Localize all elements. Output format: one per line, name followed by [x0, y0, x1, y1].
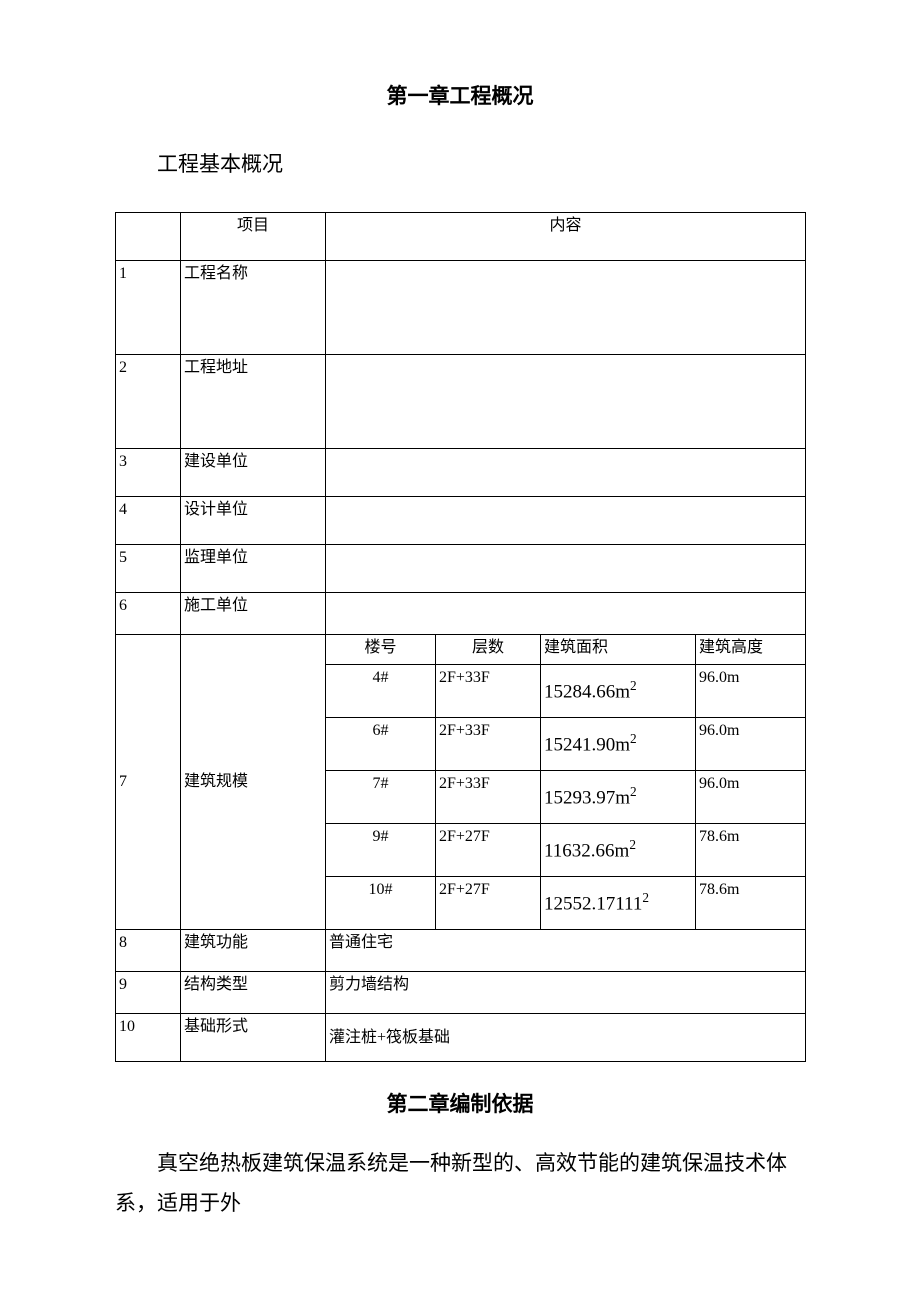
row-idx: 2: [116, 355, 181, 449]
area-value: 15241.90m: [544, 734, 630, 755]
scale-area: 15293.97m2: [541, 771, 696, 824]
table-row: 5 监理单位: [116, 545, 806, 593]
scale-area: 15284.66m2: [541, 665, 696, 718]
area-value: 12552.17111: [544, 893, 642, 914]
row-content: [326, 545, 806, 593]
scale-building-no: 7#: [326, 771, 436, 824]
table-row: 2 工程地址: [116, 355, 806, 449]
area-value: 11632.66m: [544, 840, 629, 861]
scale-height: 96.0m: [696, 718, 806, 771]
scale-building-no: 4#: [326, 665, 436, 718]
scale-height: 96.0m: [696, 665, 806, 718]
scale-height: 96.0m: [696, 771, 806, 824]
header-content: 内容: [326, 213, 806, 261]
chapter-1-title: 第一章工程概况: [115, 80, 805, 110]
chapter-2-title: 第二章编制依据: [115, 1088, 805, 1118]
row-item: 建筑功能: [181, 930, 326, 972]
row-item: 设计单位: [181, 497, 326, 545]
row-idx: 7: [116, 635, 181, 930]
scale-header-floors: 层数: [436, 635, 541, 665]
row-item: 结构类型: [181, 972, 326, 1014]
scale-floors: 2F+33F: [436, 718, 541, 771]
table-row: 4 设计单位: [116, 497, 806, 545]
area-sup: 2: [642, 890, 649, 905]
row-content: [326, 593, 806, 635]
scale-height: 78.6m: [696, 877, 806, 930]
row-idx: 9: [116, 972, 181, 1014]
header-item: 项目: [181, 213, 326, 261]
row-idx: 1: [116, 261, 181, 355]
row-content: [326, 497, 806, 545]
table-row: 8 建筑功能 普通住宅: [116, 930, 806, 972]
scale-building-no: 10#: [326, 877, 436, 930]
row-item: 监理单位: [181, 545, 326, 593]
row-content: [326, 355, 806, 449]
table-header-row: 项目 内容: [116, 213, 806, 261]
area-sup: 2: [630, 731, 637, 746]
project-overview-table: 项目 内容 1 工程名称 2 工程地址 3 建设单位 4 设计单位 5 监理单位: [115, 212, 806, 1062]
row-item: 建筑规模: [181, 635, 326, 930]
table-row: 9 结构类型 剪力墙结构: [116, 972, 806, 1014]
row-content: [326, 449, 806, 497]
scale-floors: 2F+33F: [436, 665, 541, 718]
scale-floors: 2F+33F: [436, 771, 541, 824]
row-content: 普通住宅: [326, 930, 806, 972]
scale-floors: 2F+27F: [436, 877, 541, 930]
section-1-title: 工程基本概况: [157, 148, 805, 178]
row-idx: 5: [116, 545, 181, 593]
row-idx: 10: [116, 1014, 181, 1062]
scale-header-row: 7 建筑规模 楼号 层数 建筑面积 建筑高度: [116, 635, 806, 665]
header-idx: [116, 213, 181, 261]
table-row: 1 工程名称: [116, 261, 806, 355]
scale-building-no: 9#: [326, 824, 436, 877]
scale-header-height: 建筑高度: [696, 635, 806, 665]
document-page: 第一章工程概况 工程基本概况 项目 内容 1 工程名称 2 工程地址 3 建设单…: [0, 0, 920, 1224]
body-paragraph: 真空绝热板建筑保温系统是一种新型的、高效节能的建筑保温技术体系，适用于外: [115, 1144, 805, 1224]
area-sup: 2: [630, 678, 637, 693]
row-item: 建设单位: [181, 449, 326, 497]
area-sup: 2: [630, 784, 637, 799]
scale-height: 78.6m: [696, 824, 806, 877]
table-row: 6 施工单位: [116, 593, 806, 635]
row-idx: 8: [116, 930, 181, 972]
row-item: 基础形式: [181, 1014, 326, 1062]
scale-area: 11632.66m2: [541, 824, 696, 877]
scale-floors: 2F+27F: [436, 824, 541, 877]
row-content: [326, 261, 806, 355]
area-value: 15293.97m: [544, 787, 630, 808]
table-row: 10 基础形式 灌注桩+筏板基础: [116, 1014, 806, 1062]
scale-building-no: 6#: [326, 718, 436, 771]
area-sup: 2: [629, 837, 636, 852]
row-item: 施工单位: [181, 593, 326, 635]
table-row: 3 建设单位: [116, 449, 806, 497]
row-item: 工程地址: [181, 355, 326, 449]
scale-area: 12552.171112: [541, 877, 696, 930]
scale-area: 15241.90m2: [541, 718, 696, 771]
row-idx: 4: [116, 497, 181, 545]
row-content: 灌注桩+筏板基础: [326, 1014, 806, 1062]
scale-header-area: 建筑面积: [541, 635, 696, 665]
row-idx: 3: [116, 449, 181, 497]
scale-header-building-no: 楼号: [326, 635, 436, 665]
row-item: 工程名称: [181, 261, 326, 355]
area-value: 15284.66m: [544, 681, 630, 702]
row-content: 剪力墙结构: [326, 972, 806, 1014]
row-idx: 6: [116, 593, 181, 635]
